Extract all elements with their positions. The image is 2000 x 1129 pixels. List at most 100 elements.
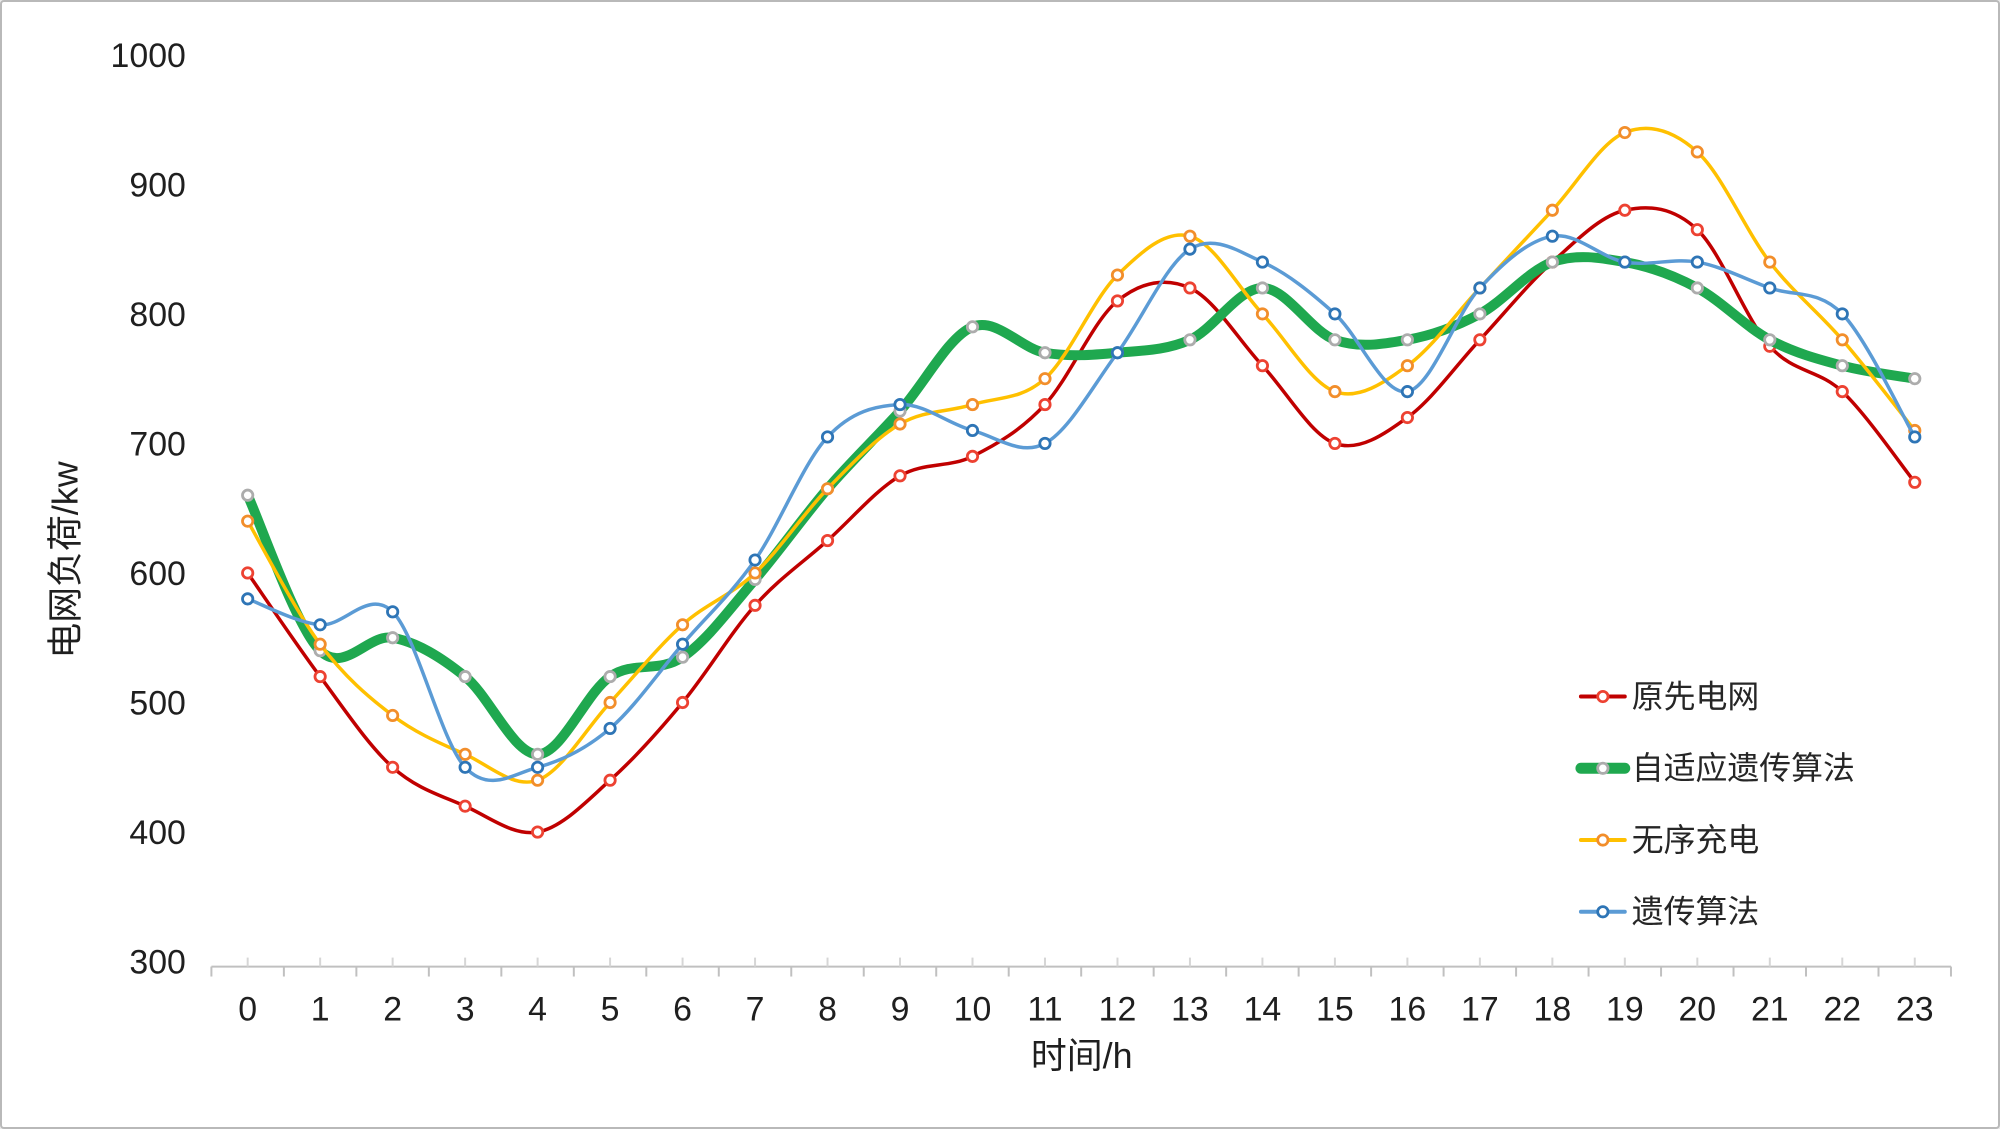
x-tick-label: 13 bbox=[1171, 990, 1209, 1028]
data-point-marker bbox=[386, 605, 400, 619]
data-point-marker bbox=[241, 566, 255, 580]
data-point-marker bbox=[386, 631, 400, 645]
data-point-marker bbox=[1835, 385, 1849, 399]
data-point-marker bbox=[313, 618, 327, 632]
data-point-marker bbox=[1473, 307, 1487, 321]
x-tick-label: 9 bbox=[891, 990, 910, 1028]
x-tick-label: 6 bbox=[673, 990, 692, 1028]
y-tick-label: 700 bbox=[129, 425, 186, 463]
data-point-marker bbox=[1183, 281, 1197, 295]
legend-label: 自适应遗传算法 bbox=[1632, 750, 1855, 786]
data-point-marker bbox=[1763, 255, 1777, 269]
data-point-marker bbox=[313, 637, 327, 651]
data-point-marker bbox=[965, 397, 980, 412]
data-point-marker bbox=[1835, 333, 1849, 347]
data-point-marker bbox=[893, 417, 907, 431]
data-point-marker bbox=[1908, 475, 1922, 489]
data-point-marker bbox=[965, 320, 980, 334]
data-point-marker bbox=[893, 469, 907, 483]
data-point-marker bbox=[1690, 281, 1704, 295]
x-tick-label: 3 bbox=[456, 990, 475, 1028]
y-tick-label: 1000 bbox=[111, 37, 186, 75]
data-point-marker bbox=[1328, 385, 1342, 399]
data-point-marker bbox=[1835, 307, 1849, 321]
series-lines bbox=[241, 125, 1922, 839]
x-tick-label: 19 bbox=[1606, 990, 1644, 1028]
data-point-marker bbox=[1110, 346, 1125, 360]
data-point-marker bbox=[893, 397, 907, 412]
x-tick-label: 1 bbox=[311, 990, 330, 1028]
data-point-marker bbox=[1255, 359, 1270, 373]
data-point-marker bbox=[1183, 242, 1197, 256]
data-point-marker bbox=[1690, 255, 1704, 269]
data-point-marker bbox=[1400, 333, 1414, 347]
legend-marker bbox=[1596, 761, 1610, 775]
x-tick-label: 15 bbox=[1316, 990, 1354, 1028]
legend-label: 无序充电 bbox=[1632, 822, 1760, 858]
data-point-marker bbox=[1690, 223, 1704, 237]
x-tick-label: 23 bbox=[1896, 990, 1934, 1028]
data-point-marker bbox=[603, 773, 617, 787]
data-point-marker bbox=[675, 618, 690, 632]
data-point-marker bbox=[1473, 333, 1487, 347]
data-point-marker bbox=[965, 449, 980, 463]
x-tick-label: 4 bbox=[528, 990, 547, 1028]
legend-marker bbox=[1596, 905, 1610, 919]
data-point-marker bbox=[1908, 372, 1922, 386]
data-point-marker bbox=[458, 760, 472, 774]
x-tick-label: 21 bbox=[1751, 990, 1789, 1028]
data-point-marker bbox=[1110, 268, 1125, 282]
y-tick-label: 300 bbox=[129, 944, 186, 982]
y-tick-label: 900 bbox=[129, 166, 186, 204]
data-point-marker bbox=[965, 423, 980, 438]
x-tick-label: 11 bbox=[1027, 990, 1062, 1028]
x-tick-label: 2 bbox=[383, 990, 402, 1028]
data-point-marker bbox=[1038, 436, 1052, 451]
y-tick-label: 400 bbox=[129, 814, 186, 852]
data-point-marker bbox=[531, 747, 545, 761]
x-tick-label: 10 bbox=[954, 990, 992, 1028]
data-point-marker bbox=[531, 760, 545, 774]
data-point-marker bbox=[531, 825, 545, 839]
legend-label: 遗传算法 bbox=[1632, 894, 1760, 930]
series-无序充电 bbox=[241, 125, 1922, 787]
data-point-marker bbox=[241, 592, 255, 606]
series-line-2 bbox=[245, 126, 1917, 784]
data-point-marker bbox=[241, 488, 255, 502]
data-point-marker bbox=[1183, 229, 1197, 243]
data-point-marker bbox=[458, 799, 472, 813]
data-point-marker bbox=[1473, 281, 1487, 295]
x-axis-title: 时间/h bbox=[1031, 1036, 1133, 1076]
data-point-marker bbox=[1400, 385, 1414, 399]
series-遗传算法 bbox=[241, 229, 1922, 783]
data-point-marker bbox=[1690, 145, 1704, 159]
data-point-marker bbox=[1328, 307, 1342, 321]
data-point-marker bbox=[386, 760, 400, 774]
x-tick-label: 16 bbox=[1389, 990, 1427, 1028]
x-tick-label: 12 bbox=[1099, 990, 1137, 1028]
y-tick-label: 500 bbox=[129, 684, 186, 722]
data-point-marker bbox=[1545, 229, 1559, 243]
data-point-marker bbox=[1618, 125, 1632, 140]
data-point-marker bbox=[1835, 359, 1849, 373]
data-point-marker bbox=[603, 721, 617, 735]
data-point-marker bbox=[603, 695, 617, 710]
y-tick-label: 800 bbox=[129, 296, 186, 334]
data-point-marker bbox=[1038, 346, 1052, 360]
legend-marker bbox=[1596, 689, 1610, 704]
data-point-marker bbox=[820, 482, 835, 496]
y-axis-title: 电网负荷/kw bbox=[45, 461, 85, 658]
data-point-marker bbox=[458, 670, 472, 684]
x-tick-label: 20 bbox=[1678, 990, 1716, 1028]
x-tick-label: 14 bbox=[1244, 990, 1282, 1028]
data-point-marker bbox=[1908, 430, 1922, 444]
data-point-marker bbox=[1255, 255, 1270, 269]
data-point-marker bbox=[458, 747, 472, 761]
data-point-marker bbox=[1618, 255, 1632, 269]
series-line-0 bbox=[245, 206, 1917, 835]
data-point-marker bbox=[675, 695, 690, 710]
x-tick-label: 18 bbox=[1534, 990, 1572, 1028]
